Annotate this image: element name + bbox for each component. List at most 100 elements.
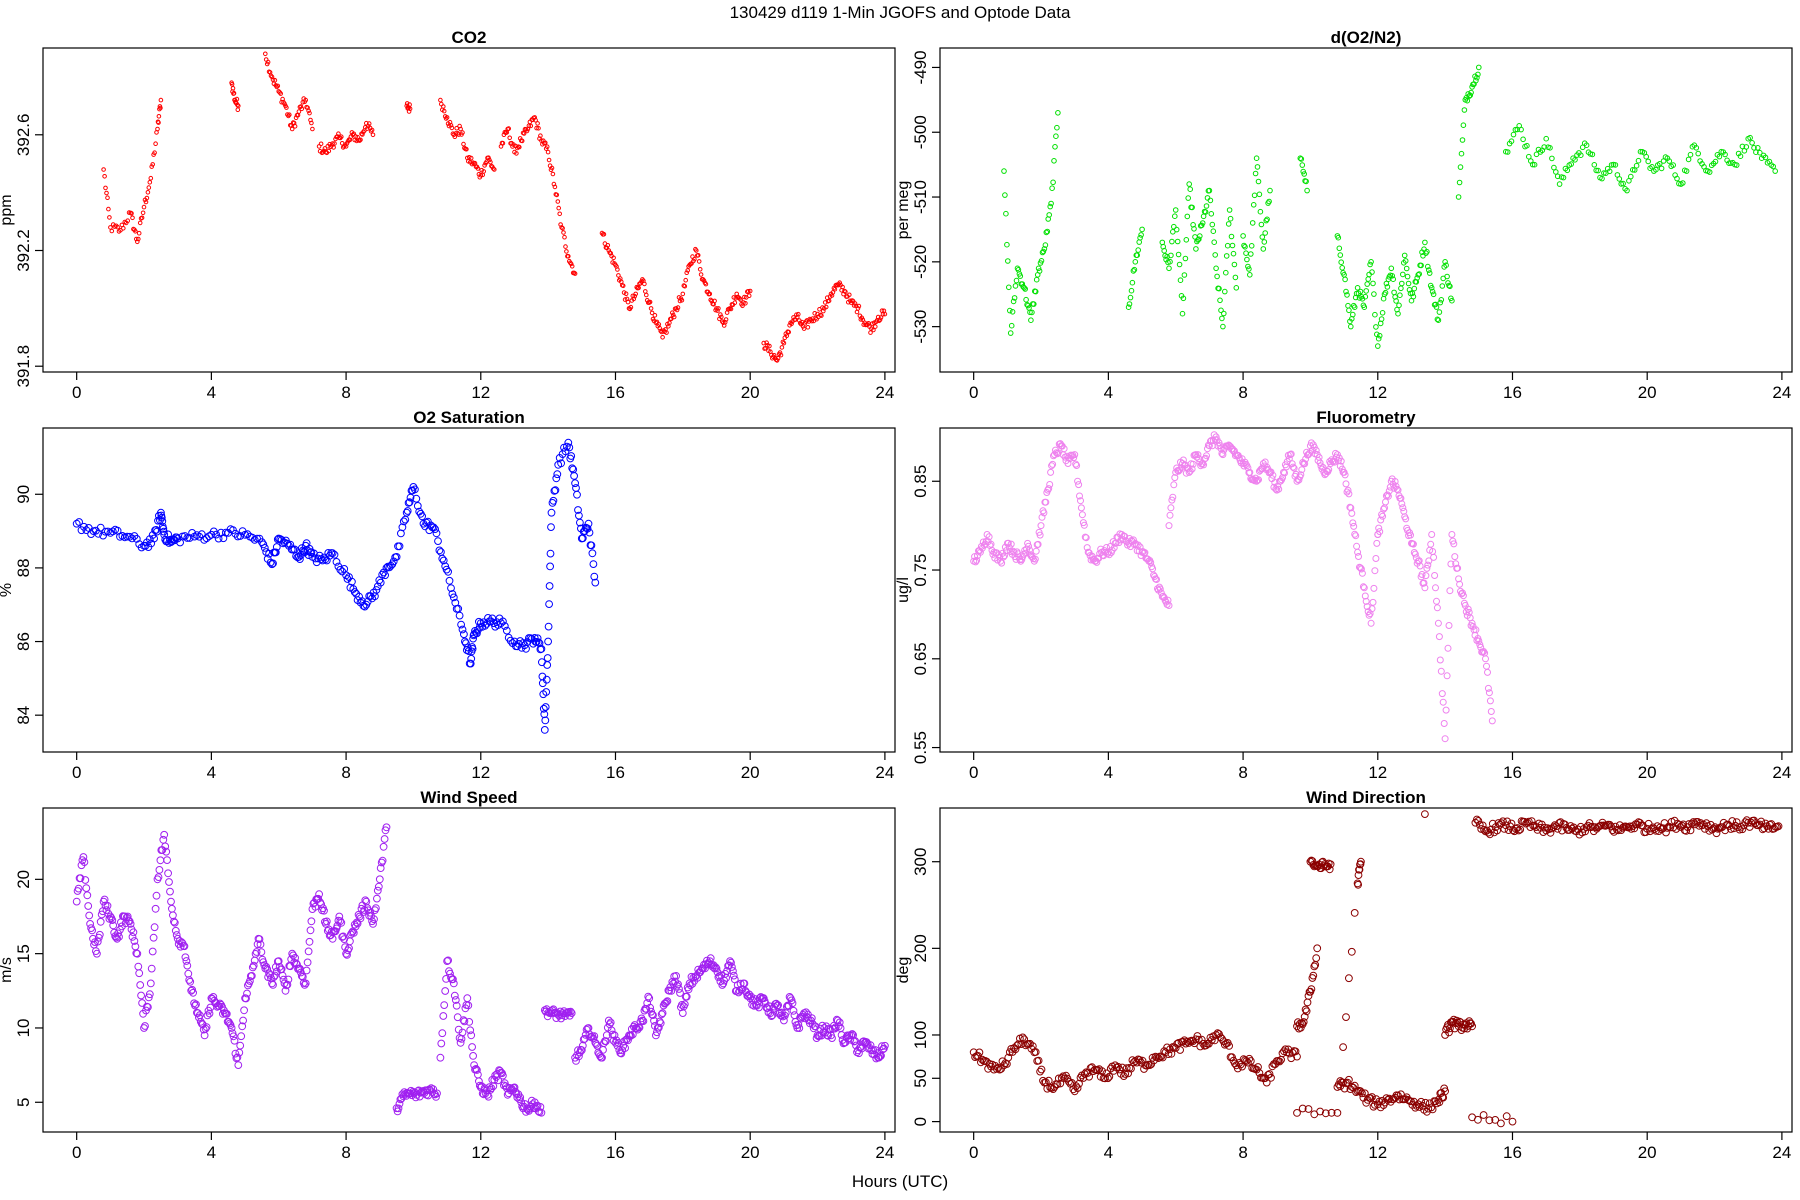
data-point bbox=[301, 979, 310, 988]
data-point bbox=[1468, 1022, 1476, 1031]
data-point bbox=[102, 906, 111, 914]
data-point bbox=[1013, 277, 1020, 284]
data-point bbox=[1007, 330, 1014, 336]
data-point bbox=[1514, 826, 1523, 835]
data-point bbox=[1007, 540, 1015, 548]
data-point bbox=[1337, 252, 1344, 258]
data-point bbox=[468, 1043, 477, 1051]
data-point bbox=[1443, 672, 1451, 680]
x-tick-label: 12 bbox=[471, 763, 490, 782]
data-point bbox=[545, 600, 553, 608]
data-point bbox=[1355, 865, 1364, 874]
data-point bbox=[1208, 211, 1215, 217]
y-axis-label: ug/l bbox=[895, 577, 912, 603]
data-point bbox=[507, 135, 513, 141]
data-point bbox=[145, 990, 154, 999]
data-point bbox=[775, 355, 781, 361]
data-point bbox=[1199, 460, 1207, 467]
data-point bbox=[972, 558, 980, 566]
data-point bbox=[1121, 1070, 1130, 1078]
data-point bbox=[268, 560, 276, 569]
data-point bbox=[358, 137, 363, 143]
data-point bbox=[1183, 237, 1190, 243]
data-point bbox=[1369, 269, 1375, 275]
y-axis-label: per meg bbox=[895, 181, 912, 240]
data-point bbox=[588, 549, 597, 558]
data-point bbox=[246, 977, 254, 985]
data-point bbox=[376, 864, 385, 872]
data-point bbox=[1405, 280, 1412, 287]
data-point bbox=[438, 554, 447, 563]
data-point bbox=[481, 621, 490, 630]
data-point bbox=[686, 981, 695, 990]
data-point bbox=[229, 1032, 238, 1041]
data-point bbox=[1008, 322, 1015, 329]
data-point bbox=[1347, 947, 1356, 956]
data-point bbox=[1747, 134, 1753, 141]
data-point bbox=[562, 234, 567, 240]
data-point bbox=[1472, 626, 1480, 634]
data-point bbox=[499, 1071, 507, 1080]
data-point bbox=[139, 215, 145, 221]
data-point bbox=[153, 141, 158, 146]
data-point bbox=[572, 271, 578, 276]
data-point bbox=[767, 343, 772, 349]
data-point bbox=[1290, 464, 1298, 472]
data-point bbox=[444, 567, 453, 576]
data-point bbox=[1164, 596, 1172, 604]
data-point bbox=[1265, 1070, 1274, 1078]
data-point bbox=[1425, 557, 1433, 565]
data-point bbox=[669, 979, 678, 988]
data-point bbox=[549, 496, 558, 505]
data-point bbox=[729, 967, 737, 975]
data-point bbox=[708, 963, 717, 971]
data-point bbox=[1354, 285, 1361, 291]
data-point bbox=[1371, 567, 1379, 575]
y-tick-label: 5 bbox=[14, 1098, 33, 1107]
data-point bbox=[1125, 304, 1132, 311]
data-point bbox=[1212, 433, 1220, 441]
data-point bbox=[1593, 167, 1599, 174]
data-point bbox=[205, 1009, 214, 1018]
data-point bbox=[596, 1052, 604, 1061]
data-point bbox=[1154, 585, 1161, 593]
data-point bbox=[1464, 97, 1471, 104]
data-point bbox=[154, 873, 163, 881]
data-point bbox=[1427, 540, 1435, 548]
data-point bbox=[1369, 598, 1377, 606]
data-point bbox=[1578, 152, 1584, 158]
data-point bbox=[1184, 213, 1191, 220]
panel-title: Wind Direction bbox=[1306, 788, 1426, 807]
data-point bbox=[361, 896, 370, 905]
data-point bbox=[530, 634, 539, 642]
data-point bbox=[1009, 309, 1016, 315]
data-point bbox=[1165, 602, 1173, 609]
data-point bbox=[546, 157, 552, 163]
data-point bbox=[1309, 971, 1318, 980]
data-point bbox=[683, 277, 689, 283]
data-point bbox=[1712, 158, 1719, 165]
data-point bbox=[492, 167, 497, 172]
data-point bbox=[433, 1089, 441, 1098]
data-point bbox=[1482, 655, 1489, 663]
data-point bbox=[405, 498, 414, 507]
data-point bbox=[1706, 169, 1713, 175]
x-tick-label: 8 bbox=[341, 1143, 350, 1162]
data-point bbox=[1345, 974, 1353, 983]
data-point bbox=[1421, 584, 1429, 592]
data-point bbox=[1441, 1087, 1449, 1096]
data-point bbox=[1653, 166, 1659, 173]
data-point bbox=[1362, 293, 1369, 300]
data-point bbox=[1601, 170, 1607, 176]
data-point bbox=[158, 97, 164, 103]
data-point bbox=[1456, 179, 1463, 186]
x-tick-label: 20 bbox=[1638, 1143, 1657, 1162]
data-point bbox=[1248, 251, 1254, 257]
data-point bbox=[1077, 497, 1084, 505]
data-point bbox=[452, 1001, 461, 1010]
data-point bbox=[744, 992, 753, 1000]
data-point bbox=[328, 549, 337, 558]
data-point bbox=[1250, 202, 1257, 208]
data-point bbox=[1443, 262, 1449, 269]
